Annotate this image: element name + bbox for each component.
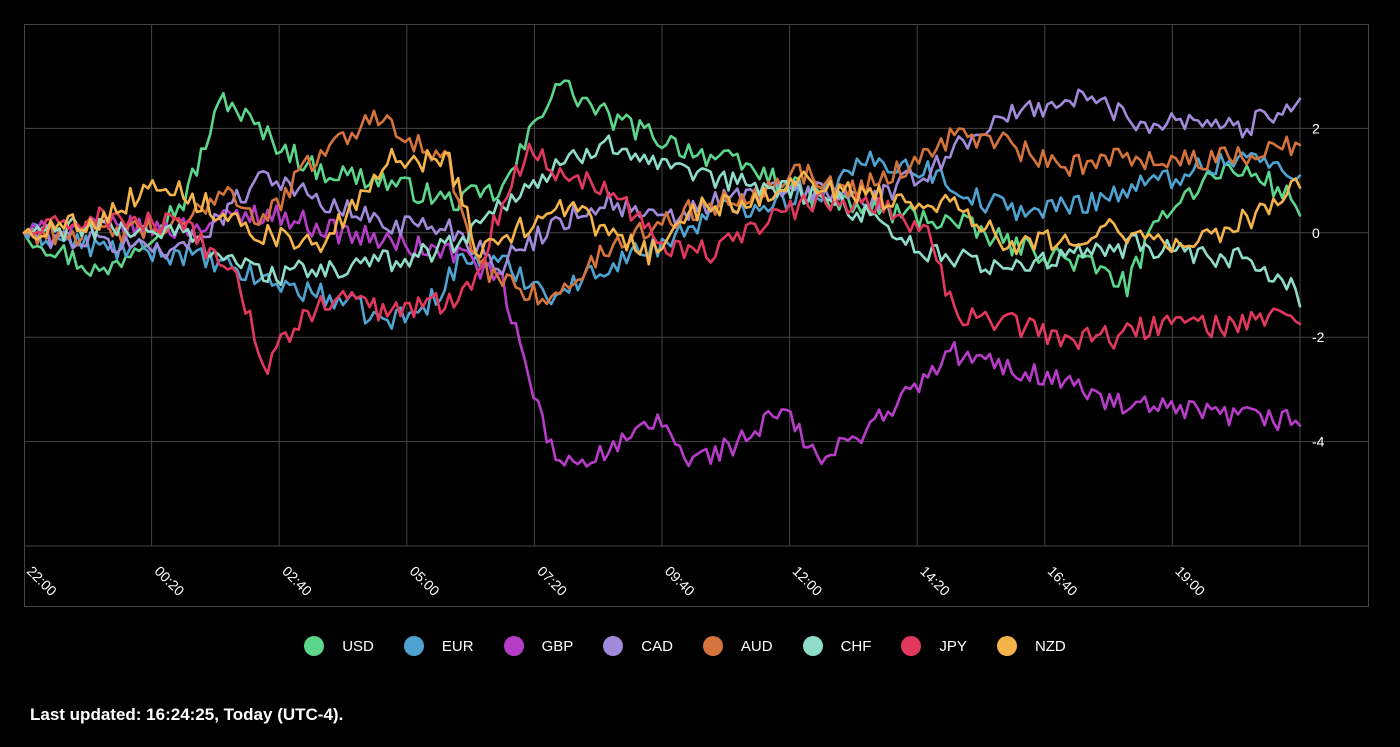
x-axis: 22:00 00:20 02:40 05:00 07:20 09:40 12:00 14:20… <box>24 563 1209 599</box>
x-tick-label: 05:00 <box>407 563 443 599</box>
x-tick-label: 07:20 <box>534 563 570 599</box>
x-tick-label: 00:20 <box>151 563 187 599</box>
legend-label: EUR <box>441 637 474 655</box>
legend-item-gbp[interactable]: GBP <box>503 636 589 656</box>
legend-item-nzd[interactable]: NZD <box>996 636 1081 656</box>
legend: USD EUR GBP CAD AUD CHF JPY NZD <box>0 636 1400 656</box>
y-axis: -4 -2 0 2 <box>1312 120 1325 449</box>
series-line-gbp <box>22 204 1302 468</box>
x-tick-label: 09:40 <box>662 563 698 599</box>
y-tick-label: 2 <box>1312 120 1320 136</box>
legend-label: NZD <box>1034 637 1066 655</box>
legend-dot-icon <box>304 636 325 656</box>
x-tick-label: 16:40 <box>1045 563 1081 599</box>
legend-label: JPY <box>939 637 967 655</box>
x-tick-label: 14:20 <box>917 563 953 599</box>
legend-dot-icon <box>901 636 922 656</box>
series-line-jpy <box>22 142 1302 376</box>
y-tick-label: -2 <box>1312 329 1325 345</box>
last-updated: Last updated: 16:24:25, Today (UTC-4). <box>30 705 344 724</box>
legend-item-cad[interactable]: CAD <box>603 636 688 656</box>
legend-item-chf[interactable]: CHF <box>802 636 887 656</box>
y-tick-label: -4 <box>1312 434 1325 450</box>
legend-dot-icon <box>702 636 723 656</box>
legend-dot-icon <box>802 636 823 656</box>
series-line-chf <box>22 134 1302 308</box>
chart: -4 -2 0 2 22:00 00:20 02:40 05:00 07:20 09:40 12:… <box>22 24 1369 607</box>
series-line-aud <box>22 109 1302 306</box>
legend-label: GBP <box>541 637 574 655</box>
legend-dot-icon <box>503 636 524 656</box>
series-line-usd <box>22 79 1302 298</box>
chart-frame <box>24 24 1369 607</box>
legend-label: AUD <box>740 637 773 655</box>
legend-dot-icon <box>996 636 1017 656</box>
series-line-nzd <box>22 147 1302 266</box>
series-line-eur <box>22 150 1302 330</box>
y-tick-label: 0 <box>1312 225 1320 241</box>
series-line-cad <box>22 88 1302 276</box>
x-tick-label: 19:00 <box>1172 563 1208 599</box>
series-layer <box>22 79 1302 468</box>
legend-item-eur[interactable]: EUR <box>403 636 489 656</box>
x-tick-label: 22:00 <box>24 563 60 599</box>
legend-item-aud[interactable]: AUD <box>702 636 788 656</box>
legend-label: USD <box>342 637 374 655</box>
legend-dot-icon <box>603 636 624 656</box>
legend-item-usd[interactable]: USD <box>304 636 389 656</box>
x-tick-label: 02:40 <box>279 563 315 599</box>
legend-dot-icon <box>403 636 424 656</box>
legend-label: CHF <box>840 637 872 655</box>
legend-label: CAD <box>641 637 673 655</box>
x-tick-label: 12:00 <box>789 563 825 599</box>
legend-item-jpy[interactable]: JPY <box>901 636 982 656</box>
